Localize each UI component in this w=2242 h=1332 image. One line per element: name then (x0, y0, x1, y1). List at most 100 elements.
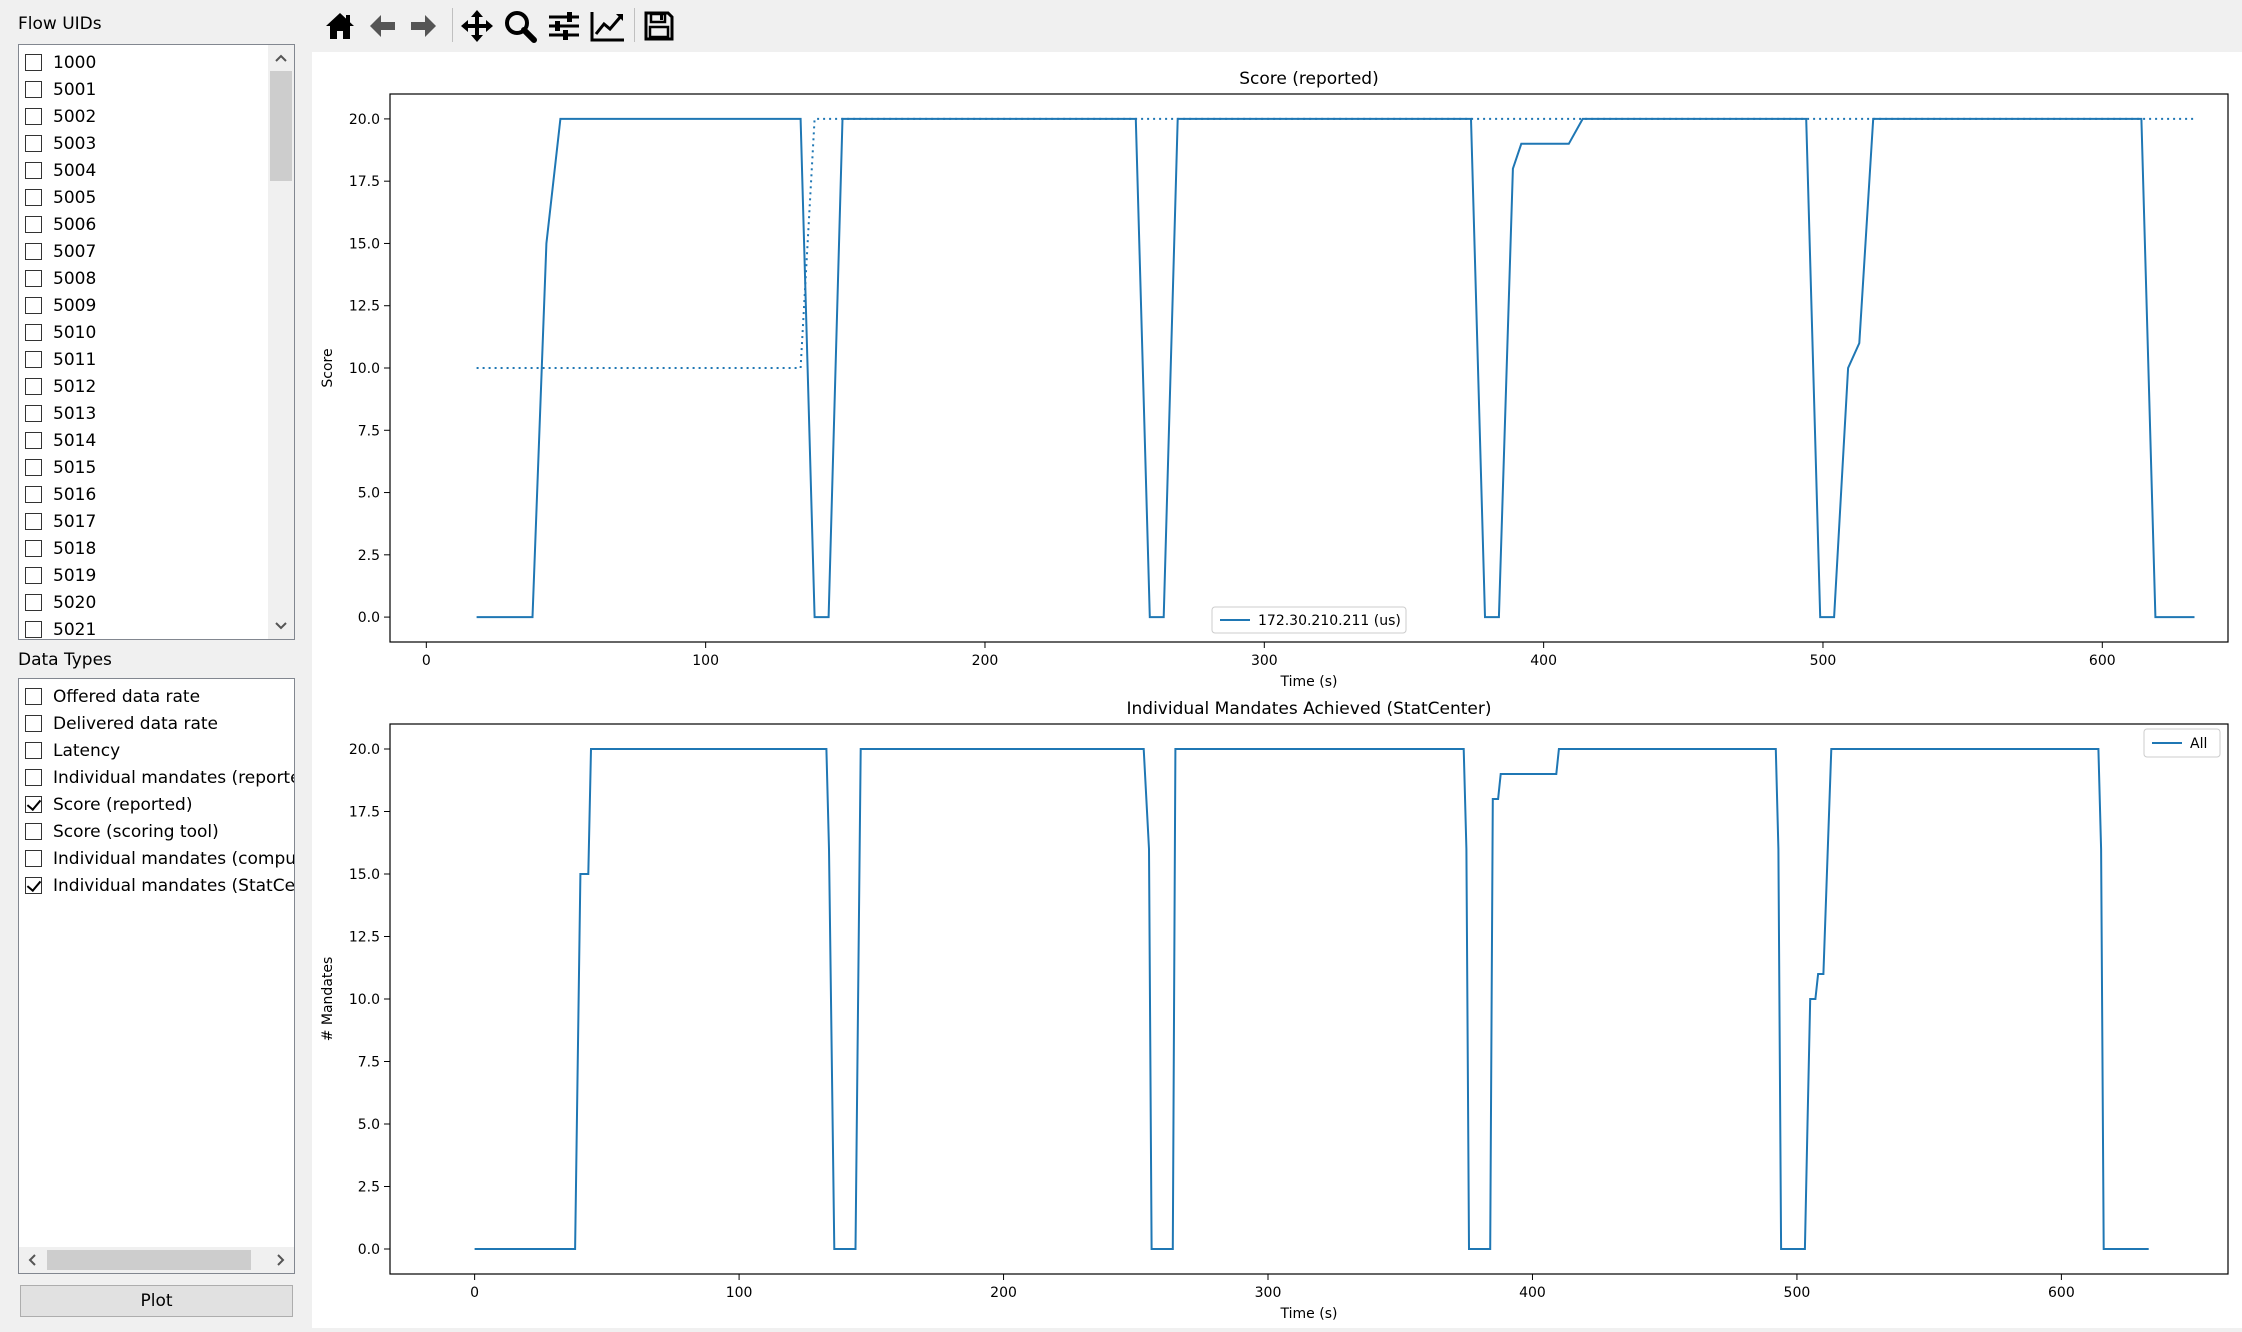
checkbox[interactable] (25, 270, 42, 287)
data-type-item[interactable]: Delivered data rate (25, 710, 218, 737)
data-type-label: Individual mandates (reported) (53, 767, 295, 788)
flow-uid-item[interactable]: 5005 (25, 184, 96, 211)
flow-uid-item[interactable]: 5002 (25, 103, 96, 130)
flow-uid-item[interactable]: 5006 (25, 211, 96, 238)
flow-uid-item[interactable]: 5018 (25, 535, 96, 562)
checkbox[interactable] (25, 621, 42, 638)
flow-uid-label: 5011 (53, 349, 97, 370)
flow-uid-label: 5012 (53, 376, 97, 397)
checkbox[interactable] (25, 459, 42, 476)
configure-subplots-icon[interactable] (546, 8, 582, 44)
checkbox[interactable] (25, 432, 42, 449)
y-tick-label: 7.5 (358, 423, 380, 439)
flow-uid-label: 5003 (53, 133, 97, 154)
checkbox[interactable] (25, 769, 42, 786)
checkbox[interactable] (25, 823, 42, 840)
data-type-item[interactable]: Score (scoring tool) (25, 818, 219, 845)
checkbox[interactable] (25, 742, 42, 759)
flow-uid-item[interactable]: 5010 (25, 319, 96, 346)
flow-uid-item[interactable]: 5011 (25, 346, 96, 373)
flow-uids-list[interactable]: 1000 5001 5002 5003 5004 5005 5006 5007 5008 5009… (18, 44, 295, 640)
flow-uid-item[interactable]: 5003 (25, 130, 96, 157)
chart-2: Individual Mandates Achieved (StatCenter… (320, 699, 2229, 1322)
checkbox[interactable] (25, 81, 42, 98)
flow-uid-item[interactable]: 5012 (25, 373, 96, 400)
flow-uids-vertical-scrollbar[interactable] (268, 45, 294, 639)
flow-uid-label: 5021 (53, 619, 97, 640)
figure-canvas[interactable]: Score (reported) 0 100 200 300 400 500 600 0.0 2.… (312, 52, 2242, 1328)
checkbox[interactable] (25, 135, 42, 152)
data-type-item[interactable]: Offered data rate (25, 683, 200, 710)
flow-uid-item[interactable]: 5008 (25, 265, 96, 292)
data-type-item[interactable]: Individual mandates (computed) (25, 845, 295, 872)
legend: All (2143, 728, 2221, 758)
checkbox[interactable] (25, 324, 42, 341)
flow-uid-item[interactable]: 5009 (25, 292, 96, 319)
checkbox[interactable] (25, 796, 42, 813)
data-type-item[interactable]: Score (reported) (25, 791, 192, 818)
checkbox[interactable] (25, 513, 42, 530)
y-axis-label: Score (320, 348, 336, 387)
data-types-list[interactable]: Offered data rate Delivered data rate Late… (18, 678, 295, 1274)
data-type-label: Individual mandates (computed) (53, 848, 295, 869)
checkbox[interactable] (25, 877, 42, 894)
flow-uid-item[interactable]: 5007 (25, 238, 96, 265)
scrollbar-thumb[interactable] (270, 71, 292, 181)
save-icon[interactable] (641, 8, 677, 44)
flow-uid-item[interactable]: 5020 (25, 589, 96, 616)
checkbox[interactable] (25, 243, 42, 260)
pan-icon[interactable] (459, 8, 495, 44)
checkbox[interactable] (25, 54, 42, 71)
scroll-right-arrow-icon[interactable] (268, 1247, 294, 1273)
figure-svg[interactable]: Score (reported) 0 100 200 300 400 500 600 0.0 2.… (312, 52, 2242, 1328)
checkbox[interactable] (25, 297, 42, 314)
checkbox[interactable] (25, 162, 42, 179)
flow-uid-label: 5013 (53, 403, 97, 424)
flow-uid-item[interactable]: 1000 (25, 49, 96, 76)
data-type-item[interactable]: Individual mandates (StatCenter) (25, 872, 294, 899)
flow-uid-label: 1000 (53, 52, 97, 73)
y-tick-label: 15.0 (349, 867, 380, 883)
checkbox[interactable] (25, 486, 42, 503)
flow-uid-item[interactable]: 5015 (25, 454, 96, 481)
checkbox[interactable] (25, 688, 42, 705)
chart-title: Individual Mandates Achieved (StatCenter… (1126, 699, 1491, 719)
checkbox[interactable] (25, 715, 42, 732)
flow-uid-item[interactable]: 5021 (25, 616, 97, 640)
data-types-horizontal-scrollbar[interactable] (19, 1247, 294, 1273)
flow-uid-item[interactable]: 5014 (25, 427, 96, 454)
checkbox[interactable] (25, 189, 42, 206)
flow-uid-label: 5007 (53, 241, 97, 262)
home-icon[interactable] (322, 8, 358, 44)
checkbox[interactable] (25, 405, 42, 422)
flow-uid-item[interactable]: 5016 (25, 481, 96, 508)
edit-axis-icon[interactable] (590, 8, 626, 44)
checkbox[interactable] (25, 108, 42, 125)
series-line-1 (474, 748, 2149, 1250)
checkbox[interactable] (25, 216, 42, 233)
y-tick-label: 12.5 (349, 930, 380, 946)
checkbox[interactable] (25, 594, 42, 611)
checkbox[interactable] (25, 850, 42, 867)
scrollbar-thumb[interactable] (47, 1250, 251, 1270)
data-type-label: Offered data rate (53, 686, 201, 707)
scroll-down-arrow-icon[interactable] (268, 613, 294, 639)
scroll-up-arrow-icon[interactable] (268, 45, 294, 71)
forward-icon[interactable] (406, 8, 442, 44)
x-tick-label: 600 (2089, 653, 2116, 669)
flow-uid-item[interactable]: 5004 (25, 157, 96, 184)
checkbox[interactable] (25, 567, 42, 584)
flow-uid-item[interactable]: 5019 (25, 562, 96, 589)
checkbox[interactable] (25, 351, 42, 368)
scroll-left-arrow-icon[interactable] (19, 1247, 45, 1273)
flow-uid-item[interactable]: 5017 (25, 508, 96, 535)
zoom-icon[interactable] (502, 8, 538, 44)
data-type-item[interactable]: Individual mandates (reported) (25, 764, 295, 791)
checkbox[interactable] (25, 378, 42, 395)
checkbox[interactable] (25, 540, 42, 557)
plot-button[interactable]: Plot (20, 1285, 293, 1317)
flow-uid-item[interactable]: 5013 (25, 400, 96, 427)
data-type-item[interactable]: Latency (25, 737, 120, 764)
flow-uid-item[interactable]: 5001 (25, 76, 96, 103)
back-icon[interactable] (364, 8, 400, 44)
